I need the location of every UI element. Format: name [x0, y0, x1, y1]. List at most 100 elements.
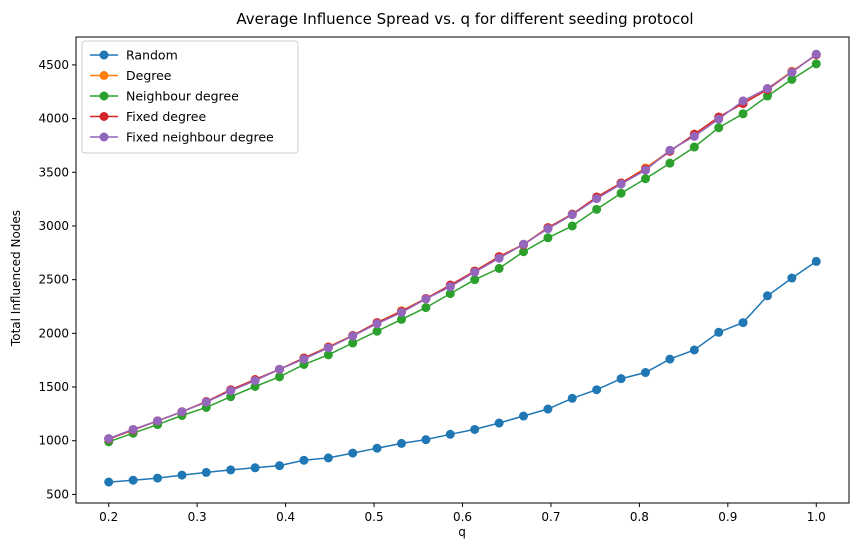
y-tick-label: 1000 — [38, 434, 69, 448]
x-tick-label: 0.3 — [188, 510, 207, 524]
legend-label: Random — [126, 48, 178, 63]
data-point-neighbour-degree — [567, 221, 577, 231]
legend-entry: Neighbour degree — [90, 89, 239, 104]
data-point-neighbour-degree — [543, 233, 553, 243]
legend-entry: Fixed neighbour degree — [90, 130, 274, 145]
series-random — [104, 256, 821, 487]
series-lines — [104, 49, 821, 487]
data-point-fixed-neighbour-degree — [567, 210, 577, 220]
y-tick-label: 4500 — [38, 58, 69, 72]
data-point-neighbour-degree — [275, 372, 285, 382]
data-point-random — [714, 327, 724, 337]
data-point-neighbour-degree — [396, 314, 406, 324]
data-point-random — [348, 448, 358, 458]
data-point-random — [640, 368, 650, 378]
data-point-random — [275, 461, 285, 471]
data-point-random — [372, 443, 382, 453]
data-point-neighbour-degree — [470, 275, 480, 285]
data-point-fixed-neighbour-degree — [445, 282, 455, 292]
data-point-neighbour-degree — [811, 59, 821, 69]
x-tick-label: 0.2 — [99, 510, 118, 524]
y-axis-label: Total Influenced Nodes — [9, 210, 23, 347]
chart-title: Average Influence Spread vs. q for diffe… — [236, 10, 693, 28]
legend-entry: Fixed degree — [90, 109, 206, 124]
data-point-random — [421, 435, 431, 445]
plot-frame — [75, 36, 850, 504]
data-point-neighbour-degree — [689, 142, 699, 152]
data-point-random — [543, 404, 553, 414]
legend-label: Neighbour degree — [126, 89, 239, 104]
legend-swatch-marker — [99, 112, 109, 121]
legend-swatch-marker — [99, 91, 109, 101]
data-point-random — [519, 411, 529, 421]
data-point-neighbour-degree — [445, 289, 455, 299]
data-point-fixed-neighbour-degree — [494, 253, 504, 263]
data-point-fixed-neighbour-degree — [665, 145, 675, 155]
data-point-random — [762, 291, 772, 301]
data-point-neighbour-degree — [372, 326, 382, 336]
data-point-fixed-neighbour-degree — [762, 84, 772, 94]
data-point-random — [494, 418, 504, 428]
data-point-fixed-neighbour-degree — [787, 67, 797, 77]
data-point-fixed-neighbour-degree — [177, 407, 187, 417]
y-tick-label: 3000 — [38, 219, 69, 233]
x-tick-label: 0.6 — [453, 510, 472, 524]
data-point-fixed-neighbour-degree — [299, 354, 309, 364]
data-point-fixed-neighbour-degree — [519, 239, 529, 249]
data-point-neighbour-degree — [762, 91, 772, 101]
data-point-fixed-neighbour-degree — [738, 96, 748, 106]
data-point-neighbour-degree — [323, 350, 333, 360]
data-point-random — [299, 455, 309, 465]
data-point-random — [104, 477, 114, 487]
data-point-random — [153, 473, 163, 483]
data-point-random — [396, 438, 406, 448]
data-point-random — [470, 424, 480, 434]
data-point-random — [250, 463, 260, 473]
data-point-random — [665, 354, 675, 364]
legend-box — [81, 40, 299, 154]
legend-label: Fixed neighbour degree — [126, 130, 274, 145]
data-point-random — [201, 467, 211, 477]
data-point-random — [128, 475, 138, 485]
x-tick-label: 0.7 — [541, 510, 560, 524]
data-point-random — [738, 318, 748, 328]
data-point-fixed-neighbour-degree — [592, 194, 602, 204]
data-point-fixed-neighbour-degree — [714, 114, 724, 124]
y-tick-label: 3500 — [38, 165, 69, 179]
data-point-neighbour-degree — [714, 123, 724, 133]
data-point-random — [787, 273, 797, 283]
legend-swatch-marker — [99, 71, 109, 80]
legend-label: Degree — [126, 68, 172, 83]
data-point-neighbour-degree — [494, 263, 504, 273]
data-point-neighbour-degree — [421, 303, 431, 313]
data-point-random — [177, 470, 187, 480]
y-tick-label: 500 — [46, 487, 69, 501]
data-point-fixed-neighbour-degree — [396, 307, 406, 317]
data-point-fixed-neighbour-degree — [201, 397, 211, 407]
data-point-random — [567, 393, 577, 403]
data-point-fixed-neighbour-degree — [128, 424, 138, 434]
data-point-fixed-neighbour-degree — [226, 386, 236, 396]
x-axis-label: q — [458, 525, 466, 539]
data-point-fixed-neighbour-degree — [348, 331, 358, 341]
data-point-fixed-neighbour-degree — [372, 319, 382, 329]
y-tick-label: 2000 — [38, 326, 69, 340]
x-tick-label: 0.5 — [365, 510, 384, 524]
y-tick-label: 2500 — [38, 273, 69, 287]
data-point-random — [689, 345, 699, 355]
data-point-fixed-neighbour-degree — [421, 294, 431, 304]
axis-ticks: 0.2 0.3 0.4 0.5 0.6 0.7 0.8 0.9 1.0 500 1000 1500 20… — [38, 58, 825, 524]
data-point-neighbour-degree — [616, 188, 626, 198]
data-point-neighbour-degree — [348, 338, 358, 348]
data-point-random — [592, 385, 602, 395]
data-point-fixed-neighbour-degree — [543, 224, 553, 234]
data-point-random — [616, 374, 626, 384]
data-point-fixed-neighbour-degree — [811, 49, 821, 59]
data-point-random — [226, 465, 236, 475]
x-tick-label: 1.0 — [807, 510, 826, 524]
x-tick-label: 0.9 — [718, 510, 737, 524]
y-tick-label: 4000 — [38, 112, 69, 126]
data-point-fixed-neighbour-degree — [104, 434, 114, 444]
data-point-random — [811, 256, 821, 266]
